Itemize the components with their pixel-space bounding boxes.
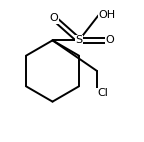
- Text: OH: OH: [98, 10, 116, 20]
- Text: Cl: Cl: [97, 88, 108, 98]
- Text: O: O: [50, 13, 58, 23]
- Text: O: O: [105, 35, 114, 45]
- Text: S: S: [75, 35, 83, 45]
